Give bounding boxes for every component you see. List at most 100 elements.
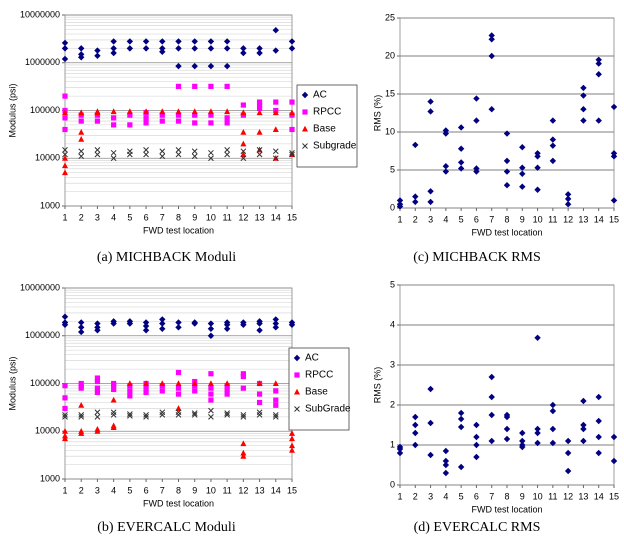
triangle-marker xyxy=(272,109,279,116)
diamond-marker xyxy=(534,186,541,193)
square-marker xyxy=(192,112,198,118)
diamond-marker xyxy=(457,423,465,431)
cross-marker xyxy=(208,414,214,420)
triangle-marker xyxy=(78,109,85,116)
y-tick-label: 1000000 xyxy=(25,330,60,340)
diamond-marker xyxy=(473,453,480,461)
diamond-marker xyxy=(564,195,572,203)
diamond-marker xyxy=(427,108,434,115)
triangle-marker xyxy=(240,109,247,116)
diamond-marker xyxy=(457,165,465,172)
diamond-marker xyxy=(580,397,587,405)
x-tick-label: 13 xyxy=(578,491,588,501)
cross-marker xyxy=(175,146,182,153)
x-tick-label: 13 xyxy=(578,214,588,224)
diamond-marker xyxy=(223,38,231,45)
legend-label: RPCC xyxy=(313,107,341,118)
x-tick-label: 14 xyxy=(271,212,281,222)
diamond-marker xyxy=(488,437,495,445)
square-marker xyxy=(256,391,263,397)
diamond-marker xyxy=(457,159,465,166)
cross-marker xyxy=(78,148,85,155)
triangle-marker xyxy=(289,446,295,453)
diamond-marker xyxy=(207,325,215,332)
diamond-marker xyxy=(191,45,198,52)
cross-marker xyxy=(256,412,263,418)
diamond-marker xyxy=(175,319,182,326)
triangle-marker xyxy=(289,442,295,449)
cross-marker xyxy=(294,406,300,412)
x-tick-label: 2 xyxy=(79,212,84,222)
triangle-marker xyxy=(240,128,247,135)
cross-marker xyxy=(127,151,133,158)
x-tick-label: 8 xyxy=(176,485,181,495)
x-tick-label: 14 xyxy=(594,491,604,501)
triangle-marker xyxy=(62,162,68,169)
cross-marker xyxy=(127,413,133,419)
diamond-marker xyxy=(442,447,450,455)
diamond-marker xyxy=(610,197,618,204)
diamond-marker xyxy=(488,393,495,401)
x-tick-label: 7 xyxy=(160,485,165,495)
diamond-marker xyxy=(503,168,511,175)
diamond-marker xyxy=(240,45,247,52)
cross-marker xyxy=(94,151,101,158)
triangle-marker xyxy=(78,135,85,142)
diamond-marker xyxy=(412,429,419,437)
diamond-marker xyxy=(503,157,511,165)
x-tick-label: 12 xyxy=(563,214,573,224)
cross-marker xyxy=(191,148,198,155)
diamond-marker xyxy=(142,38,150,45)
diamond-marker xyxy=(142,45,150,52)
diamond-marker xyxy=(610,103,618,111)
cross-marker xyxy=(110,412,117,418)
y-tick-label: 15 xyxy=(385,88,395,98)
diamond-marker xyxy=(610,433,618,441)
x-tick-label: 1 xyxy=(397,491,402,501)
cross-marker xyxy=(302,143,308,149)
square-marker xyxy=(224,83,230,89)
triangle-marker xyxy=(78,430,85,436)
triangle-marker xyxy=(256,128,263,135)
cross-marker xyxy=(143,151,149,158)
diamond-marker xyxy=(94,327,101,334)
diamond-marker xyxy=(595,71,602,78)
x-tick-label: 7 xyxy=(489,214,494,224)
x-tick-label: 12 xyxy=(238,485,248,495)
cross-marker xyxy=(143,412,149,418)
square-marker xyxy=(143,120,149,126)
diamond-marker xyxy=(159,45,166,52)
triangle-marker xyxy=(143,108,150,115)
triangle-marker xyxy=(175,380,182,386)
x-tick-label: 10 xyxy=(533,214,543,224)
x-tick-label: 3 xyxy=(95,485,100,495)
square-marker xyxy=(78,118,84,124)
diamond-marker xyxy=(534,429,541,437)
triangle-marker xyxy=(272,126,279,133)
cross-marker xyxy=(272,155,279,162)
y-tick-label: 5 xyxy=(390,279,395,289)
diamond-marker xyxy=(94,52,101,59)
square-marker xyxy=(159,112,165,118)
square-marker xyxy=(143,115,149,121)
diamond-marker xyxy=(473,421,480,429)
x-tick-label: 2 xyxy=(413,491,418,501)
diamond-marker xyxy=(159,38,166,45)
square-marker xyxy=(224,120,230,126)
square-marker xyxy=(208,120,214,126)
square-marker xyxy=(224,386,230,393)
diamond-marker xyxy=(175,45,182,52)
diamond-marker xyxy=(412,141,419,149)
x-tick-label: 9 xyxy=(192,485,197,495)
cross-marker xyxy=(78,153,85,160)
legend-label: Base xyxy=(305,387,328,398)
square-marker xyxy=(273,402,279,408)
diamond-marker xyxy=(595,117,602,124)
x-tick-label: 12 xyxy=(563,491,573,501)
x-tick-label: 10 xyxy=(533,491,543,501)
cross-marker xyxy=(272,414,279,420)
diamond-marker xyxy=(256,49,263,57)
diamond-marker xyxy=(126,45,134,52)
caption: (a) MICHBACK Moduli xyxy=(97,250,236,265)
cross-marker xyxy=(94,414,101,420)
